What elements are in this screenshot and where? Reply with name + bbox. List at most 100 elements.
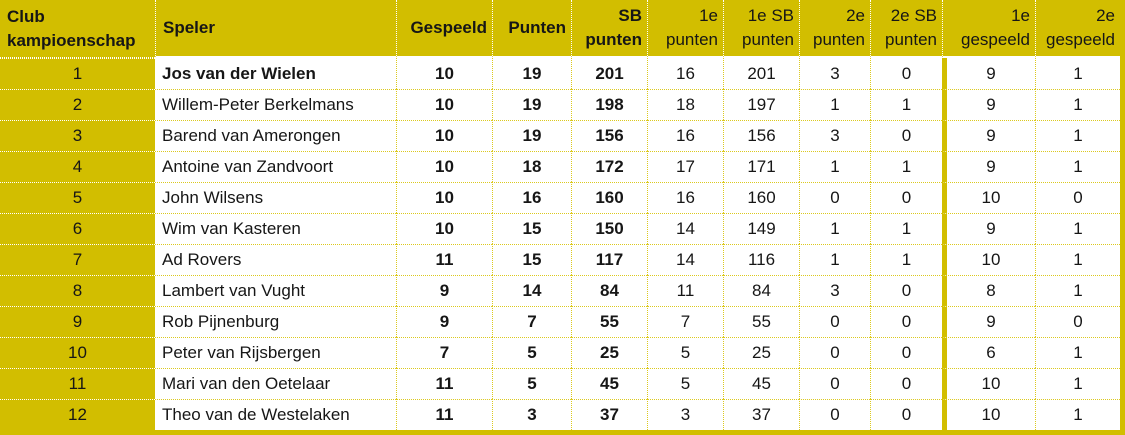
table-row: 7 Ad Rovers 11 15 117 14 116 1 1 10 1 (0, 244, 1120, 275)
value-cell-1e-sb-punten: 116 (723, 244, 799, 275)
value-cell-punten: 5 (492, 368, 571, 399)
value-cell-2e-punten: 1 (799, 244, 870, 275)
player-name-cell: Barend van Amerongen (155, 120, 396, 151)
header-line: Gespeeld (410, 18, 487, 37)
header-line: punten (813, 30, 865, 49)
rank-cell: 9 (0, 306, 155, 337)
value-cell-punten: 14 (492, 275, 571, 306)
value-cell-2e-gespeeld: 1 (1035, 244, 1120, 275)
table-row: 12 Theo van de Westelaken 11 3 37 3 37 0 0 10 1 (0, 399, 1120, 430)
rank-cell: 4 (0, 151, 155, 182)
value-cell-2e-sb-punten: 0 (870, 337, 942, 368)
value-cell-gespeeld: 9 (396, 275, 492, 306)
table-row: 4 Antoine van Zandvoort 10 18 172 17 171 1 1 9 1 (0, 151, 1120, 182)
value-cell-punten: 7 (492, 306, 571, 337)
header-line: Punten (508, 18, 566, 37)
value-cell-2e-sb-punten: 0 (870, 275, 942, 306)
value-cell-gespeeld: 10 (396, 182, 492, 213)
header-row: Club kampioenschap Speler Gespeeld Punten… (0, 0, 1120, 58)
value-cell-2e-gespeeld: 1 (1035, 120, 1120, 151)
column-header-punten: Punten (492, 0, 571, 58)
value-cell-punten: 3 (492, 399, 571, 430)
value-cell-1e-gespeeld: 9 (942, 151, 1035, 182)
value-cell-sb-punten: 25 (571, 337, 647, 368)
value-cell-punten: 18 (492, 151, 571, 182)
value-cell-1e-punten: 11 (647, 275, 723, 306)
value-cell-1e-sb-punten: 37 (723, 399, 799, 430)
value-cell-gespeeld: 10 (396, 120, 492, 151)
value-cell-1e-sb-punten: 55 (723, 306, 799, 337)
value-cell-2e-punten: 1 (799, 213, 870, 244)
value-cell-2e-gespeeld: 0 (1035, 182, 1120, 213)
header-line: 2e (1096, 6, 1115, 25)
value-cell-sb-punten: 55 (571, 306, 647, 337)
column-header-2e-sb-punten: 2e SB punten (870, 0, 942, 58)
header-line: gespeeld (1045, 30, 1115, 49)
value-cell-2e-gespeeld: 1 (1035, 58, 1120, 89)
value-cell-sb-punten: 198 (571, 89, 647, 120)
value-cell-2e-punten: 0 (799, 368, 870, 399)
value-cell-2e-punten: 3 (799, 275, 870, 306)
value-cell-punten: 19 (492, 89, 571, 120)
header-line: SB (618, 6, 642, 25)
value-cell-2e-sb-punten: 0 (870, 182, 942, 213)
player-name-cell: Mari van den Oetelaar (155, 368, 396, 399)
value-cell-1e-punten: 3 (647, 399, 723, 430)
header-line: kampioenschap (7, 30, 136, 50)
value-cell-2e-sb-punten: 1 (870, 213, 942, 244)
value-cell-2e-punten: 0 (799, 306, 870, 337)
header-line: punten (585, 30, 642, 49)
value-cell-2e-punten: 1 (799, 151, 870, 182)
value-cell-2e-gespeeld: 1 (1035, 399, 1120, 430)
value-cell-1e-gespeeld: 6 (942, 337, 1035, 368)
column-header-speler: Speler (155, 0, 396, 58)
value-cell-2e-sb-punten: 0 (870, 120, 942, 151)
value-cell-punten: 15 (492, 213, 571, 244)
value-cell-1e-sb-punten: 149 (723, 213, 799, 244)
value-cell-1e-punten: 7 (647, 306, 723, 337)
column-header-1e-sb-punten: 1e SB punten (723, 0, 799, 58)
value-cell-sb-punten: 84 (571, 275, 647, 306)
rank-cell: 11 (0, 368, 155, 399)
value-cell-2e-sb-punten: 0 (870, 399, 942, 430)
header-line: punten (666, 30, 718, 49)
value-cell-2e-sb-punten: 0 (870, 58, 942, 89)
header-line: gespeeld (960, 30, 1030, 49)
player-name-cell: Wim van Kasteren (155, 213, 396, 244)
value-cell-gespeeld: 10 (396, 58, 492, 89)
table-row: 10 Peter van Rijsbergen 7 5 25 5 25 0 0 6 1 (0, 337, 1120, 368)
column-header-gespeeld: Gespeeld (396, 0, 492, 58)
value-cell-gespeeld: 11 (396, 244, 492, 275)
header-line: Club (7, 6, 45, 26)
rank-cell: 5 (0, 182, 155, 213)
value-cell-1e-gespeeld: 10 (942, 399, 1035, 430)
header-line: 2e (846, 6, 865, 25)
header-line: punten (885, 30, 937, 49)
header-line: punten (742, 30, 794, 49)
value-cell-1e-punten: 14 (647, 213, 723, 244)
column-header-2e-punten: 2e punten (799, 0, 870, 58)
value-cell-2e-gespeeld: 1 (1035, 89, 1120, 120)
value-cell-punten: 16 (492, 182, 571, 213)
table-row: 1 Jos van der Wielen 10 19 201 16 201 3 0 9 1 (0, 58, 1120, 89)
rank-cell: 3 (0, 120, 155, 151)
value-cell-2e-punten: 3 (799, 58, 870, 89)
value-cell-2e-punten: 0 (799, 399, 870, 430)
value-cell-1e-punten: 5 (647, 337, 723, 368)
rank-cell: 1 (0, 58, 155, 89)
table-row: 5 John Wilsens 10 16 160 16 160 0 0 10 0 (0, 182, 1120, 213)
column-header-2e-gespeeld: 2e gespeeld (1035, 0, 1120, 58)
table-row: 8 Lambert van Vught 9 14 84 11 84 3 0 8 1 (0, 275, 1120, 306)
value-cell-punten: 19 (492, 58, 571, 89)
rank-cell: 7 (0, 244, 155, 275)
value-cell-sb-punten: 201 (571, 58, 647, 89)
table-row: 9 Rob Pijnenburg 9 7 55 7 55 0 0 9 0 (0, 306, 1120, 337)
value-cell-1e-sb-punten: 160 (723, 182, 799, 213)
value-cell-1e-gespeeld: 9 (942, 89, 1035, 120)
column-header-1e-gespeeld: 1e gespeeld (942, 0, 1035, 58)
value-cell-1e-punten: 16 (647, 120, 723, 151)
player-name-cell: Peter van Rijsbergen (155, 337, 396, 368)
value-cell-1e-gespeeld: 9 (942, 120, 1035, 151)
value-cell-2e-gespeeld: 1 (1035, 151, 1120, 182)
